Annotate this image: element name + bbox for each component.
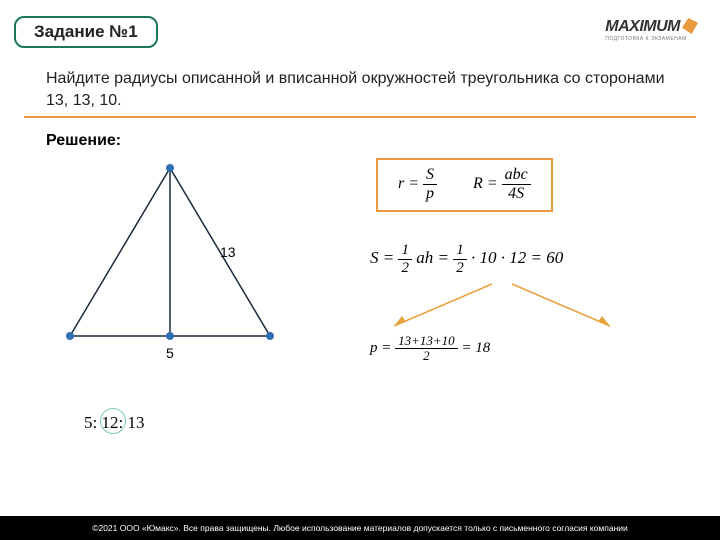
logo-subtitle: ПОДГОТОВКА К ЭКЗАМЕНАМ <box>605 36 698 42</box>
logo-wedge-icon <box>682 18 698 34</box>
problem-text: Найдите радиусы описанной и вписанной ок… <box>46 68 680 113</box>
triangle-diagram <box>60 160 280 360</box>
formula-r: r = Sp <box>398 166 437 202</box>
logo: MAXIMUM ПОДГОТОВКА К ЭКЗАМЕНАМ <box>605 18 698 42</box>
ratio-highlight-circle <box>100 408 126 434</box>
triangle-svg <box>60 160 280 360</box>
logo-text: MAXIMUM <box>605 18 680 35</box>
formula-box: r = Sp R = abc4S <box>376 158 553 212</box>
triangle-half-base-label: 5 <box>166 345 174 361</box>
formula-semiperimeter: p = 13+13+102 = 18 <box>370 334 490 364</box>
solution-label: Решение: <box>46 132 121 150</box>
task-badge: Задание №1 <box>14 16 158 48</box>
split-arrows <box>372 280 632 336</box>
triangle-side-label-13: 13 <box>220 244 236 260</box>
divider <box>24 116 696 118</box>
formula-R: R = abc4S <box>473 166 531 202</box>
footer-copyright: ©2021 ООО «Юмакс». Все права защищены. Л… <box>0 516 720 540</box>
formula-area: S = 12 ah = 12 · 10 · 12 = 60 <box>370 242 563 276</box>
